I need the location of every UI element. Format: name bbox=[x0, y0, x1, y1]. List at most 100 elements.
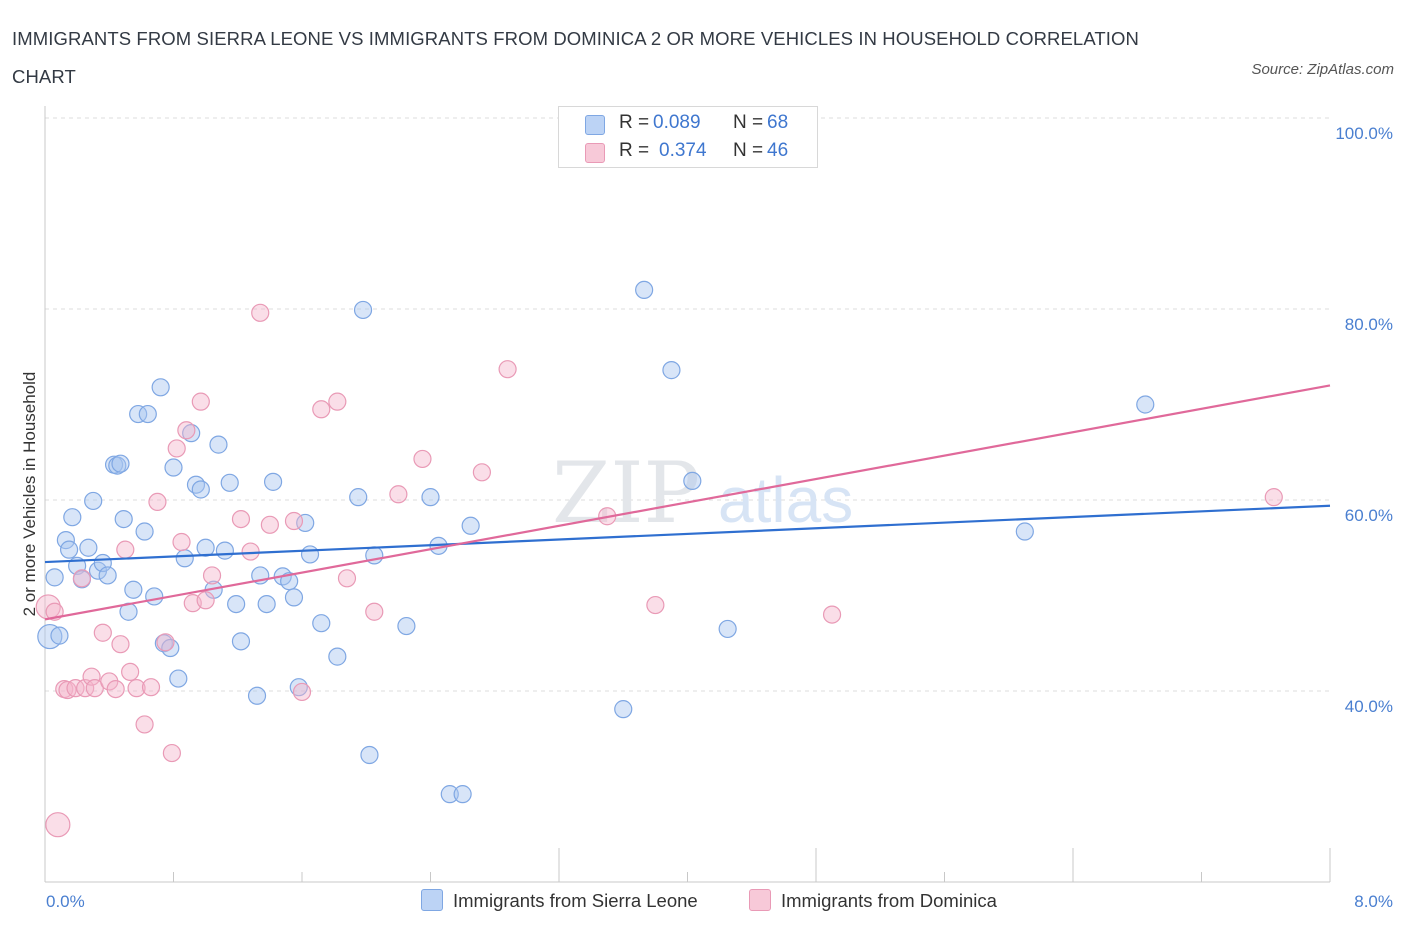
bottom-legend-label: Immigrants from Dominica bbox=[781, 890, 997, 911]
sierra-leone-point bbox=[59, 540, 79, 559]
legend-r-label: R = bbox=[619, 112, 650, 133]
legend-n-value: 46 bbox=[767, 140, 789, 161]
sierra-leone-trend-line bbox=[44, 504, 1331, 564]
dominica-point bbox=[365, 602, 384, 621]
sierra-leone-point bbox=[440, 785, 459, 804]
dominica-point bbox=[66, 679, 85, 698]
dominica-point bbox=[202, 566, 222, 585]
dominica-point bbox=[172, 532, 191, 552]
sierra-leone-point bbox=[79, 538, 98, 557]
legend-r-value: 0.374 bbox=[659, 140, 707, 161]
legend-n-label: N = bbox=[733, 140, 764, 161]
sierra-leone-point bbox=[614, 700, 633, 719]
dominica-point bbox=[337, 569, 357, 588]
bottom-legend-sierra-leone: Immigrants from Sierra Leone bbox=[421, 889, 698, 912]
sierra-leone-point bbox=[296, 513, 315, 533]
sierra-leone-point bbox=[135, 522, 154, 541]
sierra-leone-point bbox=[453, 785, 472, 804]
dominica-point bbox=[127, 679, 146, 698]
dominica-point bbox=[141, 678, 161, 697]
sierra-leone-point bbox=[37, 623, 63, 650]
sierra-leone-point bbox=[300, 545, 320, 564]
dominica-point bbox=[312, 400, 331, 419]
legend-r-label: R = bbox=[619, 140, 650, 161]
chart-title: IMMIGRANTS FROM SIERRA LEONE VS IMMIGRAN… bbox=[12, 28, 1139, 87]
sierra-leone-point bbox=[231, 632, 251, 651]
sierra-leone-point bbox=[191, 480, 210, 499]
dominica-point bbox=[100, 672, 119, 691]
dominica-point bbox=[413, 449, 432, 469]
sierra-leone-point bbox=[312, 614, 331, 633]
y-tick-label: 100.0% bbox=[1335, 124, 1393, 143]
dominica-point bbox=[121, 662, 140, 682]
y-axis-title: 2 or more Vehicles in Household bbox=[20, 372, 39, 617]
sierra-leone-point bbox=[138, 404, 157, 424]
sierra-leone-point bbox=[683, 471, 702, 490]
dominica-point bbox=[82, 667, 101, 686]
sierra-leone-point bbox=[349, 488, 368, 507]
sierra-leone-point bbox=[151, 378, 170, 397]
series-dominica-points bbox=[35, 303, 1283, 838]
dominica-point bbox=[498, 360, 517, 379]
dominica-point bbox=[177, 421, 196, 440]
sierra-leone-point bbox=[1136, 395, 1155, 414]
dominica-point bbox=[284, 511, 304, 531]
sierra-leone-point bbox=[164, 458, 183, 477]
sierra-leone-point bbox=[175, 549, 194, 568]
source-label: Source: ZipAtlas.com bbox=[1251, 61, 1394, 78]
dominica-point bbox=[646, 595, 665, 615]
dominica-point bbox=[72, 569, 92, 588]
sierra-leone-point bbox=[209, 435, 228, 454]
dominica-point bbox=[251, 303, 270, 322]
dominica-point bbox=[328, 392, 347, 411]
sierra-leone-point bbox=[108, 456, 127, 475]
sierra-leone-point bbox=[328, 647, 347, 666]
sierra-leone-point bbox=[247, 686, 267, 705]
dominica-point bbox=[241, 542, 260, 561]
sierra-leone-point bbox=[50, 626, 69, 645]
dominica-point bbox=[76, 679, 95, 698]
sierra-leone-point bbox=[421, 488, 440, 507]
y-tick-label: 40.0% bbox=[1345, 697, 1393, 716]
dominica-point bbox=[106, 679, 125, 699]
sierra-leone-point bbox=[635, 280, 654, 299]
axes bbox=[44, 106, 1331, 883]
dominica-point bbox=[111, 635, 130, 654]
sierra-leone-point bbox=[111, 454, 130, 473]
sierra-leone-point bbox=[63, 508, 82, 527]
sierra-leone-point bbox=[461, 516, 480, 535]
dominica-point bbox=[1264, 488, 1283, 507]
sierra-leone-point bbox=[280, 572, 299, 591]
sierra-leone-point bbox=[360, 745, 379, 765]
correlation-legend: R = 0.089 N = 68 R = 0.374 N = 46 bbox=[558, 106, 818, 168]
bottom-legend-dominica: Immigrants from Dominica bbox=[749, 889, 997, 912]
legend-r-value: 0.089 bbox=[653, 112, 701, 133]
sierra-leone-point bbox=[161, 638, 180, 658]
dominica-point bbox=[472, 463, 491, 482]
sierra-leone-point bbox=[215, 541, 234, 560]
sierra-leone-point bbox=[196, 538, 215, 557]
bottom-legend-label: Immigrants from Sierra Leone bbox=[453, 890, 698, 911]
sierra-leone-point bbox=[662, 361, 681, 380]
dominica-point bbox=[167, 439, 186, 458]
y-tick-labels: 40.0% 60.0% 80.0% 100.0% bbox=[1335, 124, 1393, 716]
series-sierra-leone-points bbox=[37, 280, 1155, 804]
dominica-point bbox=[162, 743, 181, 763]
sierra-leone-point bbox=[1015, 522, 1034, 541]
sierra-leone-point bbox=[227, 594, 246, 614]
legend-swatch-pink bbox=[585, 143, 605, 163]
sierra-leone-point bbox=[129, 404, 148, 424]
x-tick-label: 8.0% bbox=[1354, 892, 1393, 911]
sierra-leone-point bbox=[353, 300, 373, 320]
dominica-point bbox=[116, 540, 135, 559]
y-tick-label: 60.0% bbox=[1345, 506, 1393, 525]
sierra-leone-point bbox=[257, 594, 276, 614]
legend-swatch-blue bbox=[585, 115, 605, 135]
dominica-trend-line bbox=[44, 384, 1331, 621]
sierra-leone-point bbox=[145, 587, 164, 606]
dominica-point bbox=[45, 812, 71, 838]
y-tick-label: 80.0% bbox=[1345, 315, 1393, 334]
bottom-legend-swatch-blue bbox=[421, 889, 443, 911]
watermark: ZIP atlas bbox=[552, 444, 853, 542]
